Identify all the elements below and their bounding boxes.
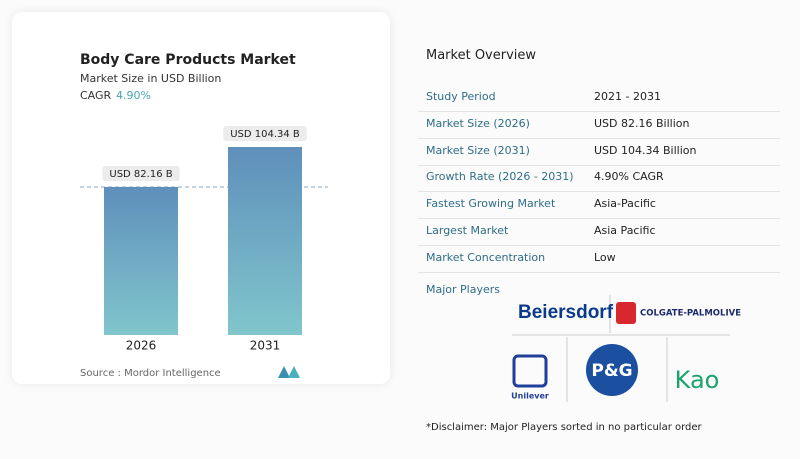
chart-title: Body Care Products Market (80, 52, 296, 68)
row-separator (418, 137, 780, 139)
bar (104, 186, 178, 335)
chart-subtitle: Market Size in USD Billion (80, 72, 221, 85)
disclaimer: *Disclaimer: Major Players sorted in no … (426, 422, 702, 433)
chart-card (12, 12, 390, 384)
players-title: Major Players (426, 283, 500, 296)
player-logo: Unilever (511, 392, 549, 401)
overview-value: Asia-Pacific (594, 197, 656, 211)
overview-value: USD 104.34 Billion (594, 143, 697, 157)
source: Source : Mordor Intelligence (80, 368, 221, 379)
x-tick-label: 2026 (126, 339, 157, 353)
row-separator (418, 245, 780, 246)
cagr-label: CAGR (80, 89, 112, 102)
row-separator (418, 191, 780, 193)
row-separator (418, 164, 780, 166)
x-tick-label: 2031 (250, 339, 281, 353)
overview-label: Market Size (2026) (426, 116, 530, 130)
bar (228, 147, 302, 335)
pg-logo-circle (586, 344, 638, 396)
overview-label: Market Concentration (426, 250, 546, 264)
row-separator (418, 271, 780, 273)
value-label: USD 104.34 B (230, 129, 300, 140)
overview-value: Asia Pacific (594, 224, 656, 237)
unilever-logo-mark (512, 354, 548, 388)
colgate-logo-mark (616, 302, 636, 324)
player-logo: Beiersdorf (518, 302, 614, 323)
overview-label: Fastest Growing Market (426, 197, 556, 211)
player-logo: Kao (675, 366, 720, 394)
brand-logo (278, 366, 300, 378)
cagr-value: 4.90% (116, 89, 151, 102)
overview-value: Low (594, 250, 616, 264)
overview-label: Study Period (426, 90, 496, 103)
value-label-bg (223, 126, 307, 141)
overview-title: Market Overview (426, 48, 537, 63)
value-label: USD 82.16 B (109, 169, 172, 180)
overview-label: Market Size (2031) (426, 143, 530, 157)
row-separator (418, 218, 780, 220)
overview-value: 4.90% CAGR (594, 170, 664, 184)
overview-value: USD 82.16 Billion (594, 116, 690, 130)
player-logo: COLGATE-PALMOLIVE (640, 309, 741, 319)
overview-value: 2021 - 2031 (594, 90, 661, 103)
player-logo: P&G (591, 361, 632, 381)
overview-label: Growth Rate (2026 - 2031) (426, 170, 574, 184)
row-separator (418, 111, 780, 112)
overview-label: Largest Market (426, 224, 509, 237)
value-label-bg (102, 165, 180, 181)
